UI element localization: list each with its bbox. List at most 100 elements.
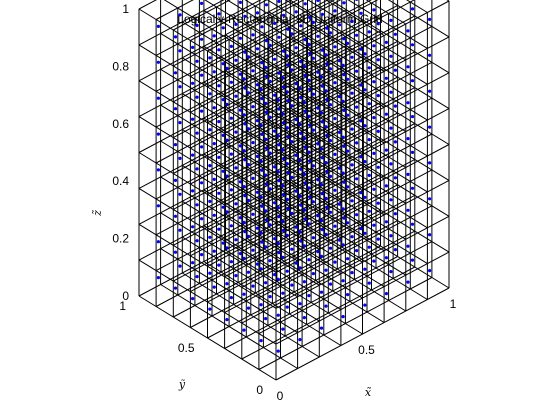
grid-line-y [325, 0, 385, 36]
grid-point [316, 70, 320, 74]
grid-point [238, 216, 242, 220]
grid-point [316, 142, 320, 146]
grid-point [363, 195, 367, 199]
grid-point [299, 203, 303, 207]
grid-point [303, 109, 307, 113]
grid-point [393, 32, 397, 36]
grid-point [276, 277, 280, 281]
grid-point [221, 133, 225, 137]
grid-point [286, 99, 290, 103]
grid-point [384, 184, 388, 188]
grid-point [246, 198, 251, 202]
grid-point [229, 188, 233, 192]
grid-point [273, 129, 277, 133]
grid-point [195, 275, 199, 279]
grid-point [299, 167, 303, 171]
grid-point [225, 318, 229, 322]
grid-point [341, 279, 345, 283]
grid-point [298, 230, 302, 234]
grid-point [200, 253, 204, 257]
grid-point [342, 37, 346, 41]
grid-point [406, 208, 410, 212]
grid-point [173, 143, 178, 147]
grid-point [255, 11, 260, 15]
grid-point [372, 223, 376, 227]
grid-point [178, 49, 182, 53]
grid-point [285, 197, 289, 201]
grid-point [260, 132, 264, 136]
grid-point [428, 161, 432, 165]
grid-point [372, 8, 376, 12]
grid-point [234, 94, 238, 98]
grid-line-x [138, 24, 313, 118]
grid-line-x [138, 167, 313, 261]
grid-point [178, 192, 182, 196]
grid-point [406, 244, 410, 248]
grid-point [355, 213, 359, 217]
grid-point [156, 168, 160, 172]
grid-point [311, 272, 315, 276]
grid-point [307, 114, 311, 118]
grid-point [324, 53, 328, 57]
grid-point [302, 280, 306, 284]
grid-point [268, 43, 272, 48]
grid-point [355, 69, 359, 73]
grid-point [303, 145, 307, 149]
grid-point [178, 85, 182, 89]
grid-point [285, 126, 289, 130]
grid-point [217, 120, 221, 124]
grid-point [393, 212, 397, 216]
grid-point [363, 303, 367, 307]
grid-point [195, 59, 199, 63]
grid-point [191, 117, 195, 121]
grid-point [294, 189, 298, 193]
grid-point [311, 128, 315, 132]
grid-point [282, 85, 286, 89]
grid-point [251, 176, 255, 180]
grid-point [363, 88, 367, 92]
grid-line-x [155, 0, 329, 92]
grid-point [363, 160, 367, 164]
grid-line-x [190, 55, 364, 149]
grid-point [225, 66, 229, 70]
grid-point [342, 73, 346, 77]
grid-point [264, 182, 269, 186]
grid-point [208, 271, 212, 275]
grid-point [298, 266, 302, 270]
grid-line-y [246, 58, 385, 144]
grid-point [195, 95, 199, 99]
grid-point [341, 243, 345, 247]
grid-point [200, 37, 204, 41]
grid-point [229, 44, 233, 49]
grid-point [341, 99, 345, 103]
grid-point [389, 270, 393, 274]
grid-point [316, 34, 320, 38]
grid-point [319, 75, 324, 79]
grid-point [251, 141, 255, 145]
grid-lines [138, 0, 450, 381]
grid-point [251, 105, 255, 109]
grid-point [350, 271, 354, 275]
grid-point [282, 157, 286, 161]
grid-line-x [190, 235, 364, 328]
grid-point [324, 125, 328, 129]
grid-point [260, 97, 264, 101]
grid-point [319, 326, 324, 330]
grid-point [389, 90, 393, 94]
grid-point [173, 286, 178, 290]
grid-line-x [190, 127, 364, 221]
grid-point [311, 56, 315, 60]
grid-point [376, 58, 380, 62]
grid-point [191, 81, 195, 85]
grid-point [307, 186, 311, 190]
grid-point [410, 115, 415, 119]
grid-point [350, 55, 354, 59]
grid-point [341, 207, 345, 211]
z-tick-label: 0.2 [112, 232, 129, 246]
x-tick-label: 1 [450, 297, 457, 311]
grid-point [428, 197, 432, 201]
grid-point [325, 26, 329, 30]
grid-point [273, 201, 277, 205]
grid-point [428, 125, 432, 129]
grid-point [259, 123, 263, 127]
